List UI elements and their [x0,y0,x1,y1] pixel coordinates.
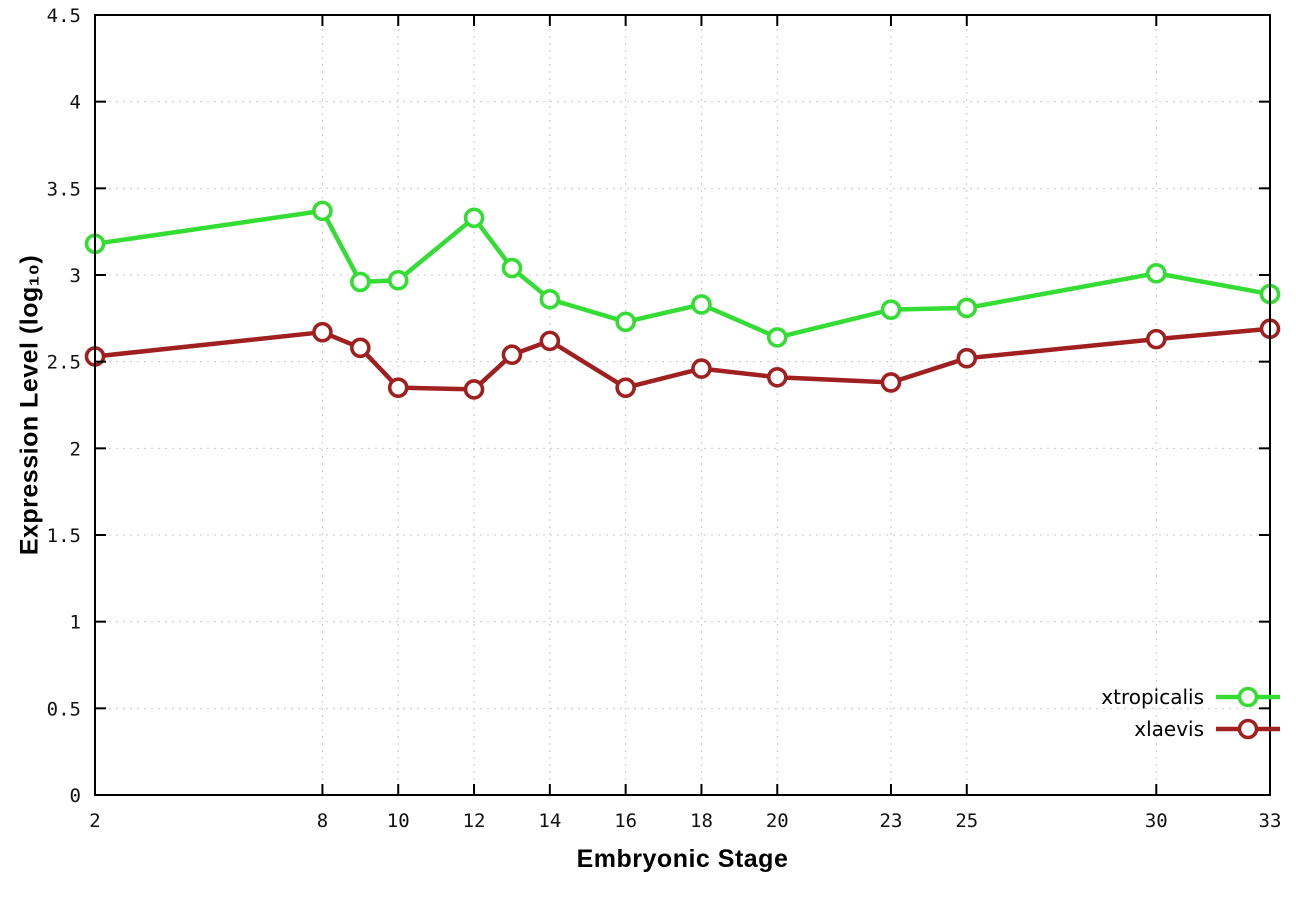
legend-sample-xlaevis-icon [1216,718,1280,740]
data-point-xlaevis-stage-10 [387,377,409,398]
data-point-xlaevis-stage-14 [539,330,561,352]
x-tick-label: 8 [317,810,328,832]
data-point-xlaevis-stage-8 [312,321,333,343]
data-point-xtropicalis-stage-20 [766,327,788,348]
x-axis-label: Embryonic Stage [576,845,789,873]
y-tick-label: 2.5 [47,352,81,374]
x-tick-label: 10 [387,810,410,832]
data-point-xtropicalis-stage-8 [312,200,333,222]
y-tick-label: 3.5 [47,178,81,200]
data-point-xtropicalis-stage-9 [350,271,371,293]
x-tick-label: 20 [766,810,789,832]
legend-label-xtropicalis: xtropicalis [1101,685,1204,709]
x-tick-label: 30 [1145,810,1168,832]
x-tick-label: 33 [1259,810,1282,832]
x-tick-label: 12 [463,810,486,832]
y-tick-label: 0 [70,785,81,807]
y-tick-label: 3 [70,265,81,287]
series-line-xtropicalis [92,208,1273,340]
data-point-xlaevis-stage-20 [766,366,788,388]
x-tick-label: 25 [955,810,978,832]
data-point-xlaevis-stage-16 [615,377,636,398]
legend-label-xlaevis: xlaevis [1134,717,1204,741]
x-tick-label: 18 [690,810,713,832]
x-tick-label: 23 [880,810,903,832]
data-point-xlaevis-stage-25 [956,347,978,369]
legend-entry-xtropicalis: xtropicalis [1101,684,1284,710]
y-tick-label: 4.5 [47,5,81,27]
data-point-xlaevis-stage-9 [350,337,371,359]
y-tick-label: 1 [70,612,81,634]
series-line-xlaevis [92,326,1273,392]
data-point-xtropicalis-stage-25 [956,297,978,319]
x-tick-label: 16 [614,810,637,832]
data-point-xtropicalis-stage-12 [463,207,485,229]
y-tick-label: 2 [70,438,81,460]
data-point-xtropicalis-stage-10 [387,269,409,291]
data-point-xtropicalis-stage-23 [880,299,902,320]
legend-sample-xtropicalis-icon [1216,686,1280,708]
x-tick-label: 14 [538,810,561,832]
legend: xtropicalis xlaevis [1101,684,1284,742]
data-point-xtropicalis-stage-13 [501,257,523,279]
y-tick-label: 0.5 [47,698,81,720]
data-point-xlaevis-stage-23 [880,372,902,393]
x-tick-label: 2 [89,810,100,832]
data-point-xtropicalis-stage-14 [539,288,561,310]
data-point-xlaevis-stage-18 [691,358,712,379]
plot-border [94,14,1271,796]
data-point-xlaevis-stage-12 [463,379,485,400]
legend-entry-xlaevis: xlaevis [1134,716,1284,742]
y-tick-label: 4 [70,92,81,114]
y-axis-label: Expression Level (log₁₀) [15,254,44,556]
data-point-xtropicalis-stage-16 [615,311,636,333]
data-point-xlaevis-stage-30 [1145,328,1167,350]
data-point-xtropicalis-stage-30 [1145,262,1167,284]
data-point-xlaevis-stage-13 [501,344,523,366]
y-tick-label: 1.5 [47,525,81,547]
data-point-xtropicalis-stage-18 [691,294,712,315]
